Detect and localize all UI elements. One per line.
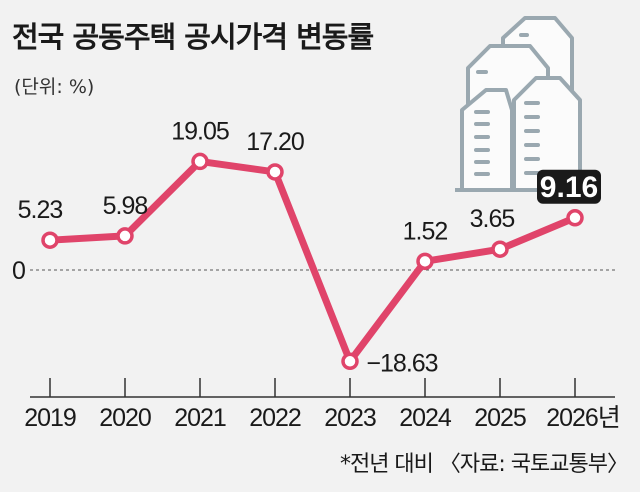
data-point	[41, 231, 59, 249]
data-point	[416, 252, 434, 271]
data-point	[266, 163, 284, 181]
data-point	[341, 352, 359, 371]
data-label: 17.20	[246, 128, 304, 156]
data-point	[491, 240, 509, 258]
data-label: −18.63	[366, 349, 437, 377]
data-point	[566, 209, 584, 227]
unit-label: (단위: %)	[14, 76, 95, 98]
x-tick-label: 2022	[249, 404, 301, 432]
data-label: 5.23	[18, 196, 63, 224]
chart-title: 전국 공동주택 공시가격 변동률	[12, 20, 374, 54]
data-label: 19.05	[171, 117, 229, 145]
source-footnote: *전년 대비 〈자료: 국토교통부〉	[339, 452, 629, 477]
x-tick-label: 2024	[399, 404, 452, 432]
buildings-illustration	[455, 16, 590, 192]
data-point	[191, 152, 209, 171]
data-label: 5.98	[103, 192, 148, 220]
x-tick-label: 2021	[174, 404, 226, 432]
data-point	[116, 227, 134, 245]
highlight-label-box	[537, 169, 601, 204]
zero-tick-label: 0	[12, 257, 25, 285]
data-label: 3.65	[470, 205, 515, 233]
data-label: 1.52	[403, 217, 448, 245]
x-tick-label: 2026년	[546, 404, 620, 432]
x-tick-label: 2023	[324, 404, 376, 432]
x-tick-label: 2020	[99, 404, 151, 432]
x-tick-label: 2019	[24, 404, 76, 432]
series-line	[49, 157, 577, 365]
data-label: 9.16	[540, 171, 598, 204]
x-tick-label: 2025	[474, 404, 526, 432]
